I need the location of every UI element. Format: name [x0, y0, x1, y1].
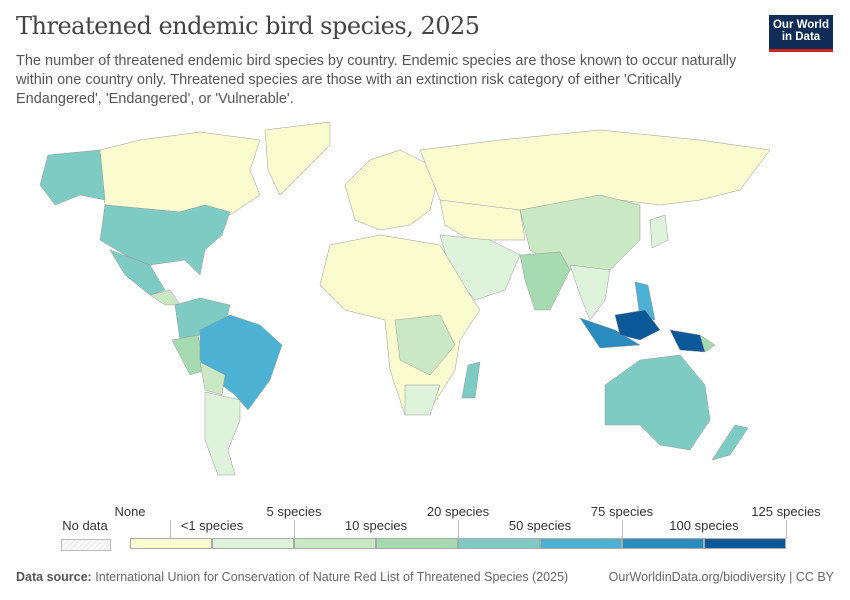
china[interactable]: [519, 194, 641, 271]
legend-label: 75 species: [590, 504, 654, 519]
central-africa[interactable]: [394, 314, 456, 376]
philippines[interactable]: [634, 281, 656, 321]
legend-bin[interactable]: [540, 538, 622, 549]
alaska[interactable]: [39, 149, 106, 206]
europe[interactable]: [344, 149, 441, 231]
india[interactable]: [519, 251, 571, 311]
legend-bin[interactable]: [458, 538, 540, 549]
legend-bin[interactable]: [130, 538, 212, 549]
world-map[interactable]: [0, 115, 850, 495]
central-asia[interactable]: [439, 199, 526, 241]
legend-bin[interactable]: [622, 538, 704, 549]
se-asia[interactable]: [569, 264, 611, 321]
png[interactable]: [699, 334, 716, 353]
legend-no-data-label: No data: [62, 518, 108, 533]
legend-tick: [786, 520, 787, 538]
footer-source: Data source: International Union for Con…: [16, 570, 568, 584]
legend-tick: [622, 520, 623, 538]
legend: No data None 5 species 20 species 75 specie…: [0, 500, 850, 560]
bolivia[interactable]: [199, 361, 226, 396]
source-text: International Union for Conservation of …: [95, 570, 569, 584]
madagascar[interactable]: [461, 361, 481, 399]
legend-label: 125 species: [751, 504, 821, 519]
legend-label: None: [114, 504, 146, 519]
borneo-sulawesi[interactable]: [614, 309, 661, 341]
legend-tick: [458, 520, 459, 538]
source-label: Data source:: [16, 570, 92, 584]
logo-line2: in Data: [781, 31, 821, 43]
legend-bin[interactable]: [704, 538, 786, 549]
legend-label: 5 species: [266, 504, 322, 519]
indonesia[interactable]: [579, 317, 641, 349]
logo-line1: Our World: [772, 19, 829, 31]
new-zealand[interactable]: [711, 424, 749, 461]
legend-tick: [294, 520, 295, 538]
legend-tick: [170, 520, 171, 538]
owid-logo[interactable]: Our World in Data: [769, 15, 833, 52]
subtitle: The number of threatened endemic bird sp…: [16, 53, 737, 107]
australia[interactable]: [604, 354, 711, 451]
new-guinea[interactable]: [669, 329, 706, 353]
greenland[interactable]: [264, 121, 331, 196]
legend-label: 50 species: [508, 518, 572, 533]
legend-label: 100 species: [669, 518, 739, 533]
japan[interactable]: [649, 214, 669, 249]
legend-label: 10 species: [344, 518, 408, 533]
legend-bin[interactable]: [294, 538, 376, 549]
page-title: Threatened endemic bird species, 2025: [16, 12, 480, 40]
legend-bin[interactable]: [212, 538, 294, 549]
canada[interactable]: [99, 131, 261, 216]
argentina-chile[interactable]: [204, 391, 241, 476]
legend-bin[interactable]: [376, 538, 458, 549]
legend-no-data-swatch[interactable]: [61, 539, 111, 551]
footer-link[interactable]: OurWorldinData.org/biodiversity | CC BY: [608, 570, 834, 584]
south-africa[interactable]: [404, 384, 441, 416]
legend-label: <1 species: [180, 518, 244, 533]
mexico[interactable]: [109, 249, 166, 296]
usa[interactable]: [99, 204, 231, 276]
legend-label: 20 species: [426, 504, 490, 519]
